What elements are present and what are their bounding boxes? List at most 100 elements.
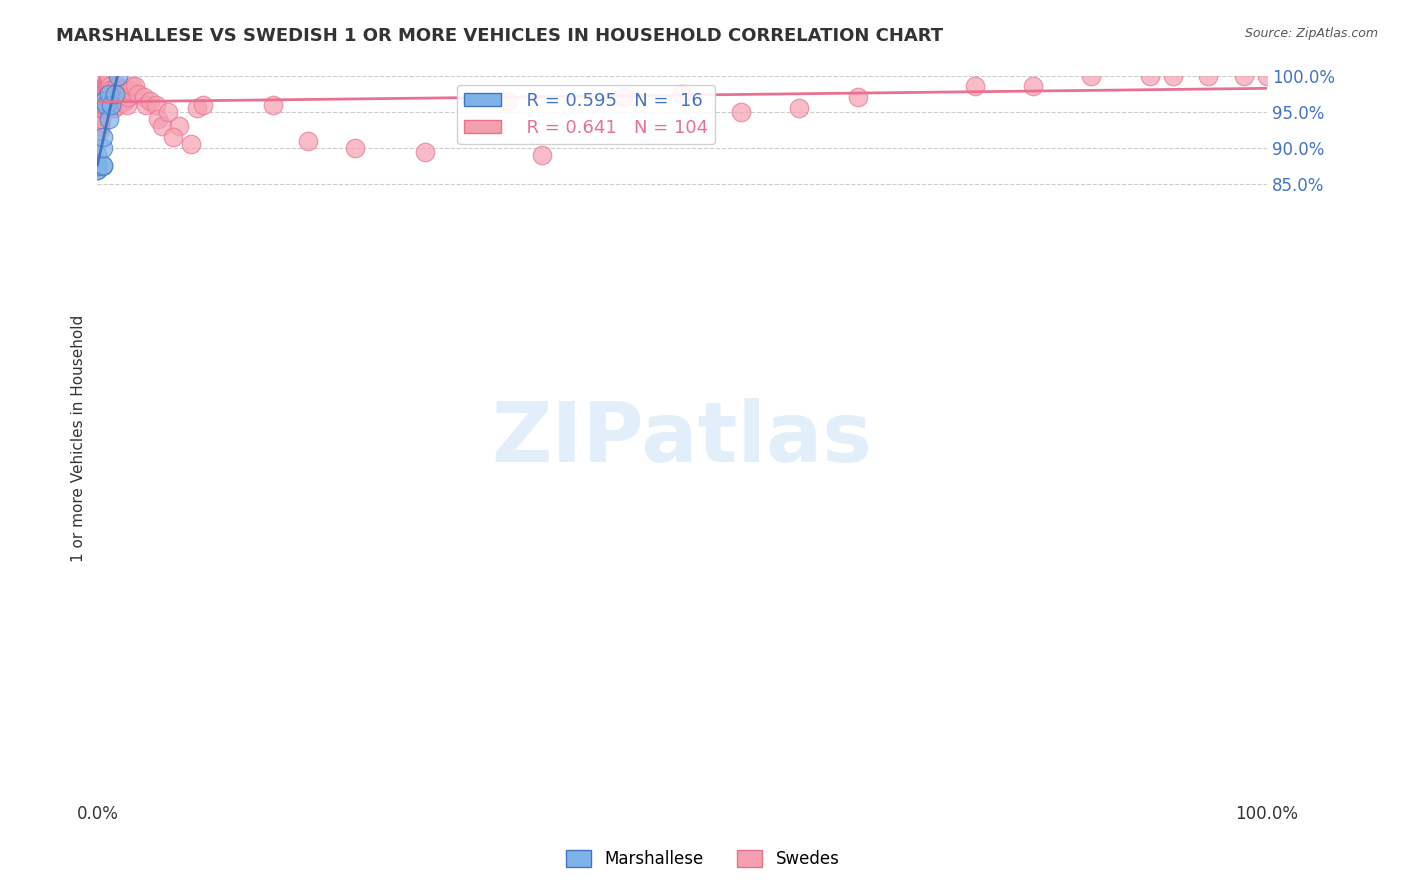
Swedes (1139, 69, 1161, 83)
Swedes (98, 69, 121, 83)
Swedes (114, 94, 136, 108)
Text: MARSHALLESE VS SWEDISH 1 OR MORE VEHICLES IN HOUSEHOLD CORRELATION CHART: MARSHALLESE VS SWEDISH 1 OR MORE VEHICLE… (56, 27, 943, 45)
Swedes (94, 94, 117, 108)
Swedes (1256, 69, 1278, 83)
Swedes (110, 83, 132, 97)
Swedes (150, 120, 173, 134)
Swedes (100, 83, 122, 97)
Swedes (97, 79, 120, 94)
Swedes (107, 97, 129, 112)
Swedes (91, 90, 114, 104)
Marshallese (86, 159, 108, 173)
Swedes (124, 79, 146, 94)
Marshallese (93, 94, 115, 108)
Swedes (730, 104, 752, 119)
Swedes (91, 83, 114, 97)
Swedes (112, 94, 135, 108)
Swedes (671, 87, 693, 101)
Swedes (93, 87, 115, 101)
Swedes (127, 87, 149, 101)
Swedes (94, 87, 117, 101)
Swedes (97, 76, 120, 90)
Swedes (94, 79, 117, 94)
Swedes (91, 87, 114, 101)
Marshallese (86, 162, 108, 177)
Swedes (91, 90, 114, 104)
Swedes (89, 116, 111, 130)
Swedes (186, 101, 208, 115)
Swedes (98, 72, 121, 87)
Swedes (89, 123, 111, 137)
Swedes (103, 87, 125, 101)
Swedes (93, 83, 115, 97)
Swedes (613, 90, 636, 104)
Swedes (146, 112, 169, 126)
Swedes (1022, 79, 1045, 94)
Swedes (139, 94, 162, 108)
Swedes (90, 112, 112, 126)
Swedes (87, 108, 110, 122)
Swedes (96, 87, 118, 101)
Legend: Marshallese, Swedes: Marshallese, Swedes (560, 843, 846, 875)
Swedes (846, 90, 869, 104)
Swedes (413, 145, 436, 159)
Marshallese (107, 69, 129, 83)
Swedes (90, 108, 112, 122)
Swedes (100, 87, 122, 101)
Swedes (91, 94, 114, 108)
Swedes (134, 90, 156, 104)
Swedes (93, 79, 115, 94)
Swedes (1232, 69, 1254, 83)
Swedes (1197, 69, 1219, 83)
Swedes (98, 79, 121, 94)
Swedes (1080, 69, 1102, 83)
Swedes (297, 134, 319, 148)
Swedes (963, 79, 986, 94)
Swedes (118, 83, 141, 97)
Swedes (180, 137, 202, 152)
Swedes (121, 79, 143, 94)
Marshallese (104, 87, 127, 101)
Swedes (98, 83, 121, 97)
Swedes (91, 101, 114, 115)
Swedes (191, 97, 214, 112)
Swedes (89, 108, 111, 122)
Swedes (101, 97, 124, 112)
Swedes (104, 90, 127, 104)
Swedes (98, 87, 121, 101)
Swedes (162, 130, 184, 145)
Swedes (495, 94, 517, 108)
Marshallese (91, 159, 114, 173)
Swedes (98, 79, 121, 94)
Marshallese (86, 148, 108, 162)
Swedes (87, 112, 110, 126)
Swedes (111, 90, 134, 104)
Swedes (530, 148, 553, 162)
Swedes (103, 101, 125, 115)
Swedes (105, 79, 128, 94)
Swedes (167, 120, 190, 134)
Marshallese (94, 97, 117, 112)
Swedes (98, 87, 121, 101)
Swedes (110, 87, 132, 101)
Swedes (91, 101, 114, 115)
Swedes (90, 83, 112, 97)
Swedes (787, 101, 810, 115)
Swedes (1163, 69, 1185, 83)
Swedes (343, 141, 366, 155)
Marshallese (86, 162, 108, 177)
Marshallese (100, 97, 122, 112)
Swedes (135, 97, 157, 112)
Swedes (94, 76, 117, 90)
Swedes (90, 90, 112, 104)
Swedes (97, 87, 120, 101)
Marshallese (98, 112, 121, 126)
Swedes (117, 90, 139, 104)
Swedes (91, 97, 114, 112)
Marshallese (91, 158, 114, 172)
Swedes (91, 87, 114, 101)
Swedes (90, 97, 112, 112)
Swedes (156, 104, 179, 119)
Marshallese (91, 141, 114, 155)
Swedes (96, 90, 118, 104)
